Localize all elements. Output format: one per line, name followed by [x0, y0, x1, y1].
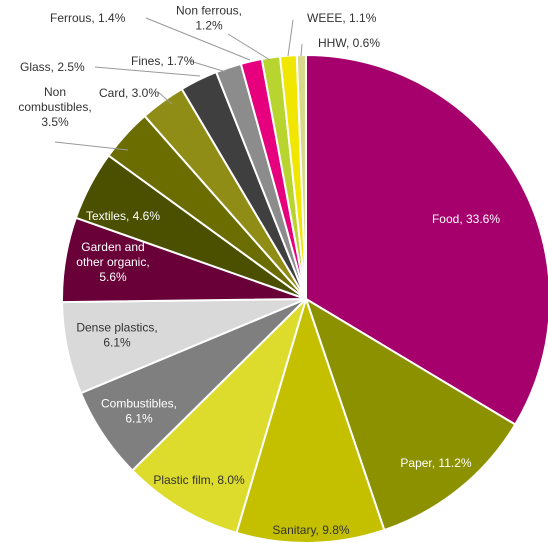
data-label-textiles: Textiles, 4.6% — [86, 209, 160, 223]
leader-line-non-combustibles — [54, 141, 129, 151]
data-label-food: Food, 33.6% — [432, 212, 500, 226]
pie-slice-paper — [304, 296, 517, 532]
data-label-non-ferrous: Non ferrous, 1.2% — [176, 4, 242, 33]
data-label-garden-and-other-organic: Garden and other organic, 5.6% — [76, 240, 149, 284]
leader-line-weee — [287, 19, 294, 57]
data-label-combustibles: Combustibles, 6.1% — [101, 397, 177, 426]
data-label-paper: Paper, 11.2% — [400, 456, 471, 470]
leader-line-fines — [189, 60, 227, 73]
leader-line-card — [157, 91, 173, 105]
pie-slice-food — [305, 53, 548, 426]
pie-slice-plastic-film — [130, 298, 307, 535]
data-label-dense-plastics: Dense plastics, 6.1% — [76, 321, 157, 350]
data-label-hhw: HHW, 0.6% — [318, 36, 380, 50]
data-label-card: Card, 3.0% — [99, 86, 159, 100]
data-label-non-combustibles: Non combustibles, 3.5% — [18, 85, 91, 129]
data-label-fines: Fines, 1.7% — [131, 54, 195, 68]
leader-line-non-ferrous — [227, 33, 271, 61]
data-label-glass: Glass, 2.5% — [20, 60, 85, 74]
leader-line-ferrous — [145, 17, 251, 61]
data-label-ferrous: Ferrous, 1.4% — [50, 11, 126, 25]
data-label-weee: WEEE, 1.1% — [307, 11, 377, 25]
leader-line-hhw — [300, 43, 303, 57]
data-label-plastic-film: Plastic film, 8.0% — [153, 473, 245, 487]
leader-line-glass — [94, 66, 201, 77]
data-label-sanitary: Sanitary, 9.8% — [272, 523, 349, 537]
